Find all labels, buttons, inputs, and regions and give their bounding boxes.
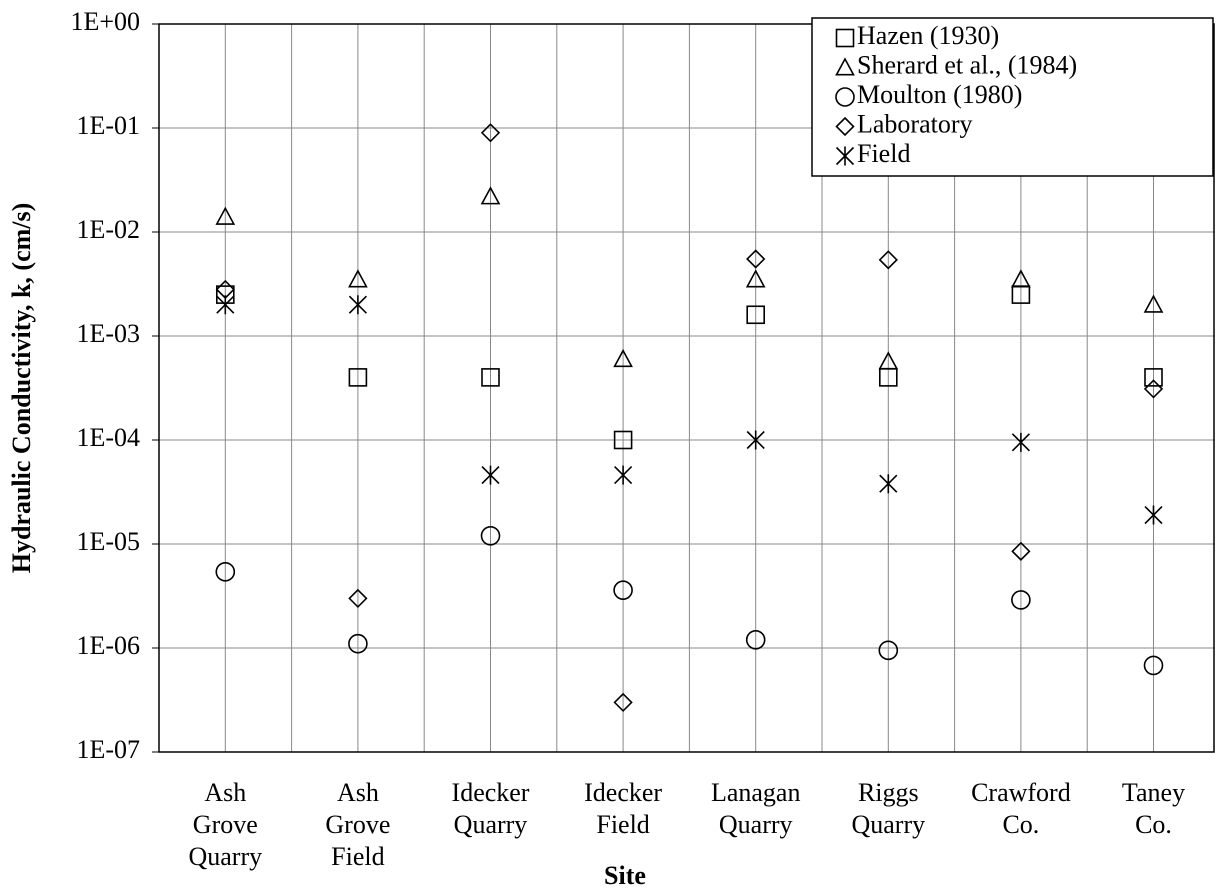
legend-label: Laboratory bbox=[857, 109, 973, 138]
y-axis-label: Hydraulic Conductivity, k, (cm/s) bbox=[7, 203, 36, 574]
point bbox=[481, 368, 500, 387]
y-tick-label: 1E-06 bbox=[76, 631, 140, 660]
x-axis-label: Site bbox=[604, 861, 646, 890]
x-tick-label: Riggs Quarry bbox=[851, 778, 925, 839]
plot-frame bbox=[158, 23, 1215, 753]
legend-marker bbox=[835, 116, 855, 137]
point bbox=[480, 123, 501, 143]
point bbox=[1011, 590, 1031, 610]
y-tick-label: 1E-02 bbox=[76, 215, 140, 244]
point bbox=[1144, 505, 1163, 525]
x-tick-label: Crawford Co. bbox=[971, 778, 1071, 839]
point bbox=[878, 351, 899, 370]
point bbox=[216, 295, 235, 315]
y-tick-label: 1E-01 bbox=[76, 111, 140, 140]
point bbox=[613, 692, 633, 713]
point bbox=[1144, 368, 1163, 387]
point bbox=[1011, 541, 1031, 561]
point bbox=[613, 348, 633, 368]
legend-marker bbox=[835, 146, 855, 166]
point bbox=[879, 474, 898, 494]
point bbox=[215, 562, 236, 582]
point bbox=[746, 249, 766, 269]
point bbox=[481, 465, 500, 485]
point bbox=[480, 525, 501, 546]
y-tick-label: 1E+00 bbox=[70, 7, 140, 36]
y-tick-label: 1E-03 bbox=[76, 319, 140, 348]
x-tick-label: Ash Grove Field bbox=[325, 778, 390, 871]
legend-marker bbox=[835, 57, 855, 76]
point bbox=[613, 580, 633, 600]
point bbox=[1011, 432, 1030, 452]
y-tick-label: 1E-04 bbox=[76, 423, 140, 452]
y-tick-label: 1E-07 bbox=[76, 735, 140, 764]
point bbox=[746, 430, 765, 450]
point bbox=[1143, 379, 1164, 399]
legend-label: Hazen (1930) bbox=[857, 21, 999, 50]
point bbox=[745, 269, 766, 288]
x-tick-label: Idecker Field bbox=[584, 778, 662, 839]
point bbox=[878, 250, 898, 270]
point bbox=[1011, 269, 1031, 288]
x-tick-label: Idecker Quarry bbox=[452, 778, 530, 839]
point bbox=[745, 629, 766, 650]
point bbox=[480, 186, 501, 205]
point bbox=[348, 633, 368, 654]
x-tick-label: Lanagan Quarry bbox=[711, 778, 801, 839]
point bbox=[348, 588, 368, 609]
point bbox=[614, 465, 633, 485]
x-tick-label: Ash Grove Quarry bbox=[188, 778, 262, 871]
point bbox=[746, 305, 766, 325]
legend-label: Field bbox=[857, 139, 910, 168]
legend-marker bbox=[835, 87, 855, 107]
point bbox=[1143, 294, 1164, 313]
point bbox=[878, 640, 899, 661]
point bbox=[613, 430, 633, 450]
legend-box bbox=[811, 17, 1214, 177]
x-tick-label: Taney Co. bbox=[1122, 778, 1185, 839]
legend-marker bbox=[835, 28, 855, 48]
point bbox=[215, 206, 236, 225]
legend-label: Moulton (1980) bbox=[857, 80, 1022, 109]
point bbox=[348, 368, 368, 387]
point bbox=[348, 269, 368, 288]
y-tick-label: 1E-05 bbox=[76, 527, 140, 556]
point bbox=[348, 295, 367, 315]
legend-label: Sherard et al., (1984) bbox=[857, 50, 1077, 79]
point bbox=[1143, 655, 1164, 676]
